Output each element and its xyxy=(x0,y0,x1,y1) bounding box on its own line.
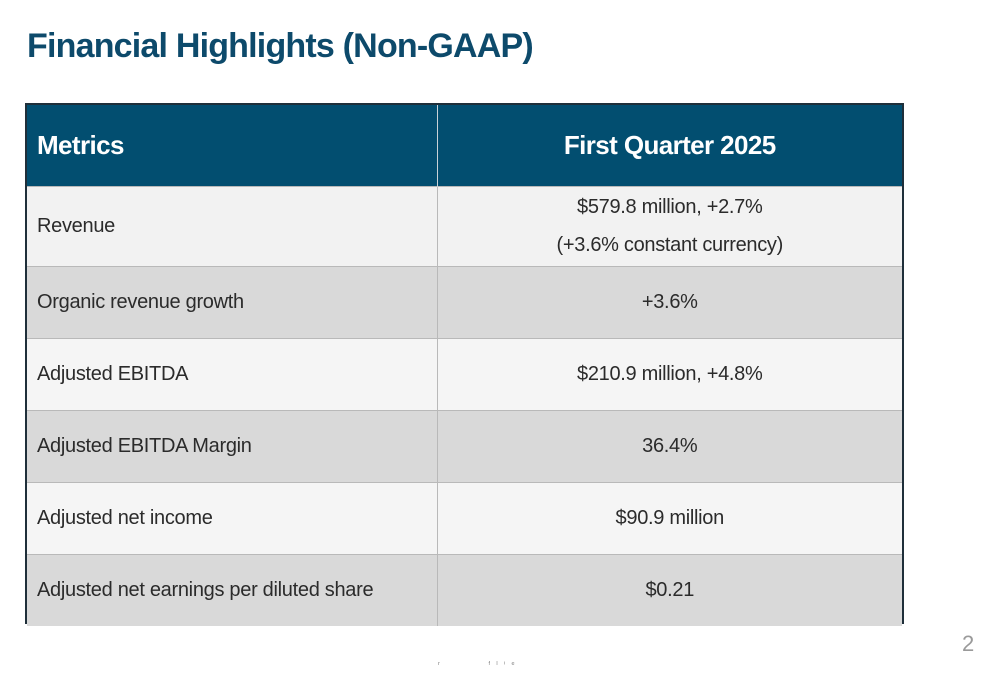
header-first-quarter-2025: First Quarter 2025 xyxy=(563,129,776,160)
metric-label: Organic revenue growth xyxy=(27,265,438,338)
page-number: 2 xyxy=(962,631,975,656)
metric-value-line-2: (+3.6% constant currency) xyxy=(556,234,784,256)
table-row-adjusted-ebitda-margin: Adjusted EBITDA Margin 36.4% xyxy=(27,409,902,482)
table-header-row: Metrics First Quarter 2025 xyxy=(27,105,902,186)
metric-value: +3.6% xyxy=(437,265,902,338)
footer-text-fragment: ʳ ᶠ ˡ ⁱ ᵉ xyxy=(438,660,517,669)
table-row-organic-revenue-growth: Organic revenue growth +3.6% xyxy=(27,265,902,338)
table-row-adjusted-ebitda: Adjusted EBITDA $210.9 million, +4.8% xyxy=(27,337,902,410)
metric-label: Adjusted EBITDA xyxy=(27,337,438,410)
table-row-revenue: Revenue $579.8 million, +2.7% (+3.6% con… xyxy=(27,185,902,266)
metric-label: Adjusted net earnings per diluted share xyxy=(27,553,438,626)
metric-label: Revenue xyxy=(27,185,438,266)
metric-value: 36.4% xyxy=(437,409,902,482)
table-row-adjusted-net-income: Adjusted net income $90.9 million xyxy=(27,481,902,554)
metric-label: Adjusted EBITDA Margin xyxy=(27,409,438,482)
metric-value: $210.9 million, +4.8% xyxy=(437,337,902,410)
metric-value: $90.9 million xyxy=(437,481,902,554)
metric-value: $0.21 xyxy=(437,553,902,626)
slide-title: Financial Highlights (Non-GAAP) xyxy=(27,27,534,65)
metric-value-line-1: $579.8 million, +2.7% xyxy=(577,196,763,218)
metrics-table: Metrics First Quarter 2025 Revenue $579.… xyxy=(27,105,902,626)
metric-value: $579.8 million, +2.7% (+3.6% constant cu… xyxy=(437,185,902,266)
metric-label: Adjusted net income xyxy=(27,481,438,554)
header-metrics: Metrics xyxy=(27,105,438,186)
table-row-adjusted-net-eps: Adjusted net earnings per diluted share … xyxy=(27,553,902,626)
financial-highlights-table: Metrics First Quarter 2025 Revenue $579.… xyxy=(25,103,904,626)
